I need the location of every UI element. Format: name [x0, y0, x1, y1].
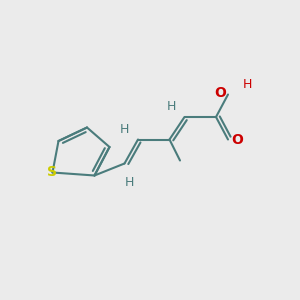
Text: H: H: [166, 100, 176, 113]
Text: O: O: [232, 133, 244, 146]
Text: S: S: [47, 166, 58, 179]
Text: O: O: [214, 86, 226, 100]
Text: H: H: [120, 122, 129, 136]
Text: H: H: [243, 77, 252, 91]
Text: H: H: [124, 176, 134, 190]
